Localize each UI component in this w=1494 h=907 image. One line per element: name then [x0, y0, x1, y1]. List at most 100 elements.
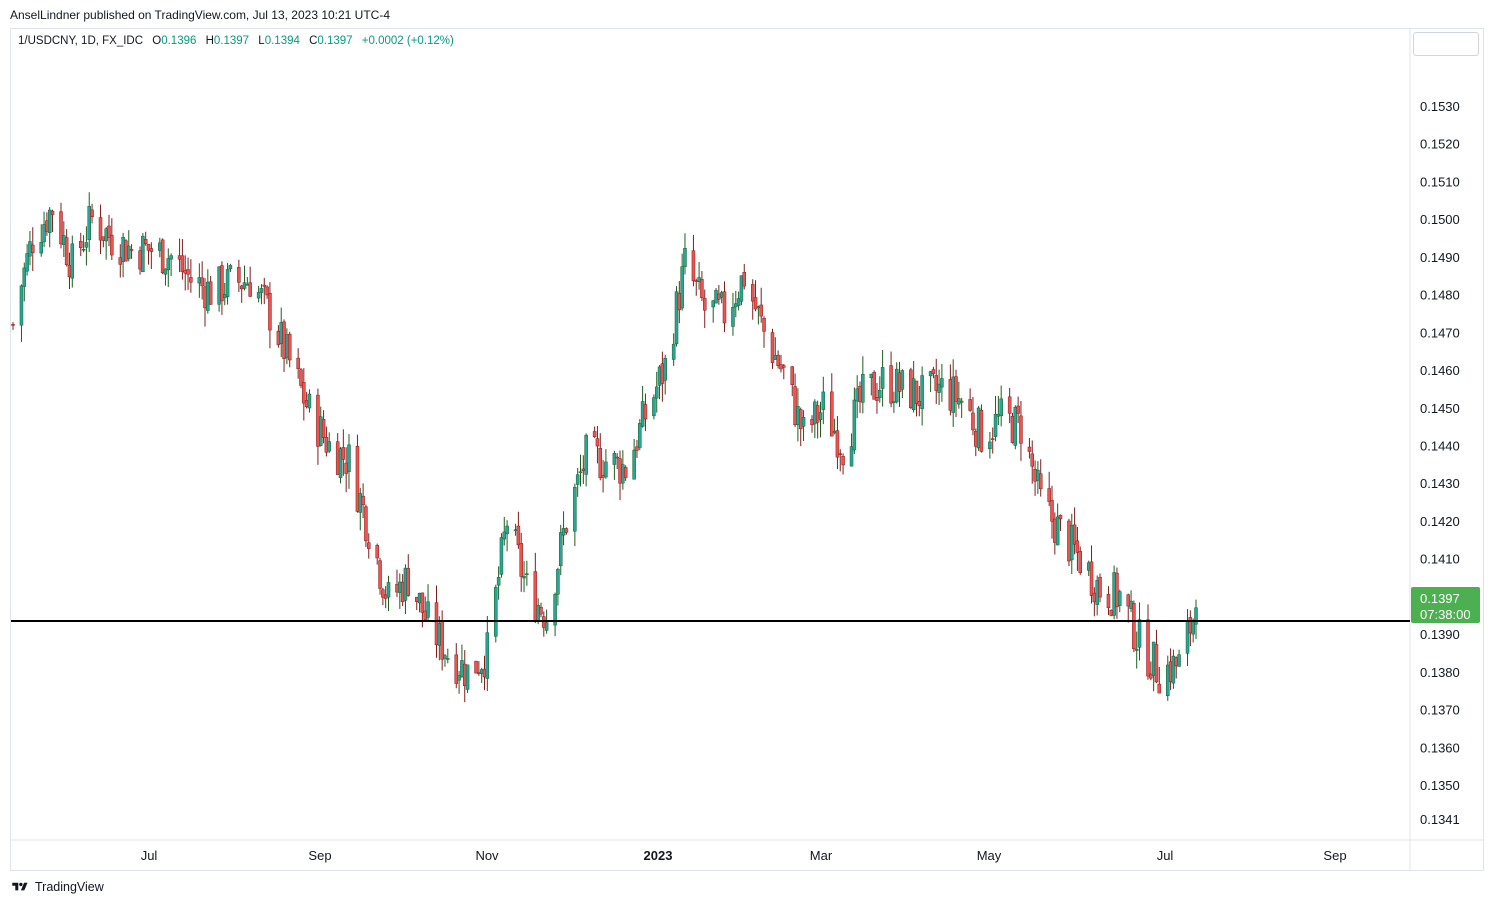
candle-body: [206, 281, 210, 311]
candle-body: [110, 234, 114, 256]
y-tick-label: 0.1380: [1420, 665, 1460, 680]
scale-settings-box[interactable]: [1413, 32, 1479, 56]
candle-body: [98, 217, 103, 241]
price-axis[interactable]: 0.1530 0.1520 0.1510 0.1500 0.1490 0.1480 0.14…: [1420, 99, 1460, 827]
candle-body: [796, 406, 800, 426]
candle-body: [878, 390, 882, 398]
candle-body: [479, 669, 484, 674]
candle-body: [852, 399, 857, 451]
tradingview-brand[interactable]: TradingView: [10, 880, 104, 894]
candle-body: [979, 410, 984, 452]
candle-body: [821, 391, 826, 410]
candle-body: [835, 430, 840, 458]
candle-body: [830, 391, 834, 437]
low-value: 0.1394: [264, 35, 300, 47]
y-tick-label: 0.1390: [1420, 627, 1460, 642]
candle-body: [200, 277, 204, 287]
candle-body: [976, 407, 981, 449]
candle-body: [505, 525, 509, 535]
candle-body: [437, 623, 442, 646]
candle-body: [880, 367, 885, 389]
candle-body: [869, 373, 874, 379]
candle-body: [87, 206, 91, 241]
candle-body: [81, 249, 86, 251]
candle-body: [327, 441, 331, 452]
candle-body: [482, 668, 487, 678]
candle-body: [734, 303, 738, 308]
candle-body: [386, 582, 391, 598]
candle-body: [19, 285, 24, 326]
candle-body: [335, 441, 340, 475]
y-tick-label: 0.1520: [1420, 137, 1460, 152]
candle-body: [1191, 620, 1195, 635]
candle-body: [798, 409, 803, 430]
candle-body: [654, 386, 659, 399]
y-tick-label: 0.1420: [1420, 514, 1460, 529]
candle-body: [536, 605, 540, 622]
candle-body: [208, 281, 213, 305]
candle-body: [47, 209, 52, 233]
candle-body: [406, 568, 411, 596]
candle-body: [414, 596, 419, 602]
candle-body: [1168, 661, 1173, 682]
candle-body: [1050, 500, 1054, 522]
candle-body: [750, 284, 755, 302]
candle-body: [731, 307, 735, 327]
x-tick-label: Jul: [141, 848, 158, 863]
candle-body: [1177, 654, 1181, 667]
symbol-name[interactable]: 1/USDCNY, 1D, FX_IDC: [18, 35, 144, 47]
candle-body: [22, 267, 27, 287]
candle-body: [344, 462, 348, 474]
candle-body: [1106, 594, 1111, 609]
candle-body: [62, 235, 66, 245]
candle-body: [584, 434, 588, 475]
y-tick-label: 0.1490: [1420, 250, 1460, 265]
y-tick-label: 0.1510: [1420, 174, 1460, 189]
time-axis[interactable]: Jul Sep Nov 2023 Mar May Jul Sep: [141, 848, 1347, 863]
candle-body: [1132, 603, 1136, 650]
candle-body: [217, 266, 221, 305]
candle-body: [118, 257, 123, 265]
candle-body: [417, 592, 422, 604]
candle-body: [660, 363, 665, 384]
y-tick-label: 0.1440: [1420, 439, 1460, 454]
candle-body: [635, 446, 639, 451]
candle-body: [239, 285, 244, 290]
candle-body: [573, 487, 577, 532]
candle-body: [959, 400, 964, 403]
candle-body: [446, 658, 450, 660]
candle-body: [50, 210, 55, 215]
y-tick-label: 0.1500: [1420, 212, 1460, 227]
candle-body: [1067, 520, 1071, 562]
open-label: O: [152, 35, 162, 47]
candle-body: [1137, 619, 1142, 648]
candle-body: [1149, 673, 1153, 679]
candle-body: [285, 334, 289, 359]
candle-body: [107, 225, 111, 238]
candle-body: [1157, 683, 1162, 694]
candle-body: [1194, 607, 1198, 625]
candle-body: [375, 544, 379, 559]
candle-body: [801, 417, 806, 427]
candle-body: [561, 528, 566, 536]
candle-body: [282, 321, 286, 359]
candle-body: [434, 602, 439, 646]
candle-body: [59, 211, 63, 245]
x-tick-label: Sep: [1323, 848, 1346, 863]
candle-body: [813, 401, 817, 425]
x-tick-label: May: [977, 848, 1002, 863]
candle-body: [951, 376, 955, 413]
open-value: 0.1396: [161, 35, 197, 47]
candle-body: [897, 372, 902, 392]
candle-body: [558, 532, 563, 567]
candle-body: [632, 449, 636, 480]
candle-body: [604, 461, 608, 478]
candle-body: [79, 241, 83, 249]
candle-body: [1092, 592, 1097, 603]
candle-body: [189, 277, 193, 283]
y-tick-label: 0.1480: [1420, 288, 1460, 303]
candle-body: [592, 431, 597, 438]
candle-body: [773, 355, 778, 360]
candle-body: [914, 380, 919, 404]
